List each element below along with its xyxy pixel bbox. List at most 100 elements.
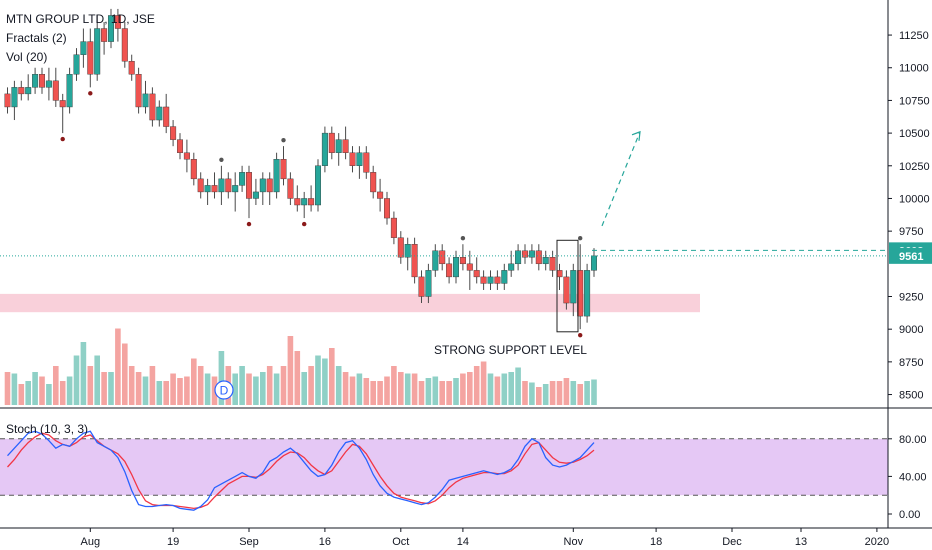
candle-up [432,250,439,271]
volume-bar [266,366,273,405]
highlight-box [556,239,579,333]
volume-bar [53,366,59,405]
fractal-up-marker [578,236,583,241]
candle-up [94,28,101,75]
volume-bar [46,384,52,405]
volume-bar [377,381,383,405]
support-zone [0,293,700,313]
volume-bar [570,381,577,405]
candle-down [287,178,294,199]
volume-bar [184,376,190,405]
time-tick-label: 18 [650,536,662,548]
candle-down [170,126,177,140]
time-tick-label: Sep [239,536,259,548]
volume-bar [149,366,156,405]
volume-bar [542,384,549,405]
candle-down [245,172,252,199]
volume-bar [349,376,356,405]
candle-up [315,165,322,206]
support-annotation: STRONG SUPPORT LEVEL [434,343,587,357]
candles-layer[interactable] [4,8,598,330]
stoch-tick-label: 80.00 [899,434,927,446]
volume-bar [280,366,287,405]
volume-bar [425,378,432,405]
volume-layer: D [4,328,597,405]
candle-up [570,270,577,304]
time-tick-label: 16 [319,536,331,548]
volume-bar [108,372,114,405]
price-tick-label: 11250 [899,30,929,42]
time-axis[interactable]: Aug 19 Sep 16 Oct 14 Nov 18 Dec 13 2020 [0,527,932,548]
candle-up [218,178,225,193]
candle-down [59,100,66,108]
candle-down [183,152,190,160]
candle-down [556,270,563,278]
volume-bar [191,358,197,405]
volume-bar [370,381,376,405]
volume-bar [508,372,514,405]
candle-up [528,250,535,258]
volume-bar [363,378,370,405]
projection-arrow [601,131,641,227]
stoch-k-line [7,430,595,511]
candle-up [515,250,522,265]
price-axis[interactable]: 11250 11000 10750 10500 10250 10000 9750 9250 90… [887,0,932,528]
candle-up [301,198,308,206]
candle-up [142,93,149,108]
volume-bar [522,381,528,405]
price-tick-label: 10500 [899,128,930,140]
volume-bar [515,367,521,405]
interval-badge-label: D [220,384,229,398]
volume-bar [556,381,563,405]
volume-bar [115,328,121,405]
volume-bar [480,361,487,405]
time-tick-label: Nov [564,536,584,548]
volume-bar [163,381,169,405]
legend: MTN GROUP LTD, 1D, JSE Fractals (2) Vol … [6,12,587,436]
candle-down [577,270,584,317]
candle-down [52,80,59,101]
volume-bar [460,373,466,405]
stoch-tick-label: 0.00 [899,509,920,521]
volume-bar [549,381,556,405]
price-tick-label: 8750 [899,357,923,369]
volume-bar [66,376,73,405]
candle-down [121,28,128,62]
candle-down [522,250,529,258]
candle-up [45,80,52,88]
candle-up [11,87,18,108]
candle-up [487,276,494,284]
candle-down [439,250,446,265]
volume-bar [32,372,38,405]
price-tick-label: 10750 [899,95,930,107]
volume-bar [322,358,328,405]
fractal-down-marker [578,332,583,338]
volume-bar [101,372,107,405]
volume-bar [142,376,149,405]
volume-bar [246,373,252,405]
time-tick-label: 2020 [865,536,889,548]
volume-bar [563,378,570,405]
time-tick-label: Aug [81,536,101,548]
price-tag-label: 9561 [899,251,923,263]
candle-down [397,237,404,258]
candle-up [591,255,598,271]
candle-up [252,191,259,199]
candle-up [73,54,80,75]
volume-bar [287,336,294,405]
stochastic-pane[interactable] [0,430,888,511]
volume-bar [467,372,473,405]
volume-bar [494,376,501,405]
volume-bar [18,384,25,405]
candle-up [232,185,239,193]
candle-down [135,74,142,108]
candle-down [149,93,156,121]
candle-down [418,276,425,297]
volume-bar [591,379,597,405]
volume-bar [4,372,11,405]
candle-up [156,106,163,121]
candle-down [370,172,377,193]
candle-up [425,270,432,297]
volume-bar [398,372,404,405]
